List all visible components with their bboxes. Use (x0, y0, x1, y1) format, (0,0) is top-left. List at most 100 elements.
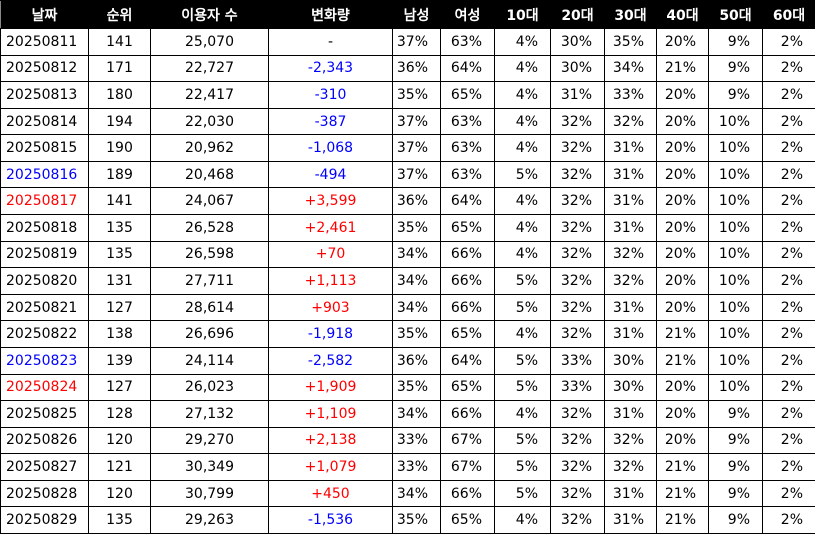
table-cell: 5% (494, 160, 551, 189)
table-cell: 24,067 (150, 187, 269, 216)
table-cell: 20% (656, 107, 709, 136)
table-cell: 2% (762, 479, 815, 508)
header-cell: 10대 (494, 0, 551, 29)
table-cell: 35% (392, 320, 441, 348)
table-cell: 34% (392, 479, 441, 508)
table-cell: 120 (88, 426, 151, 455)
table-cell: 5% (494, 267, 551, 295)
table-cell: 5% (494, 479, 551, 508)
table-cell: 28,614 (150, 293, 269, 322)
table-cell: 10% (708, 373, 763, 402)
table-cell: 10% (708, 160, 763, 189)
table-cell: 4% (494, 107, 551, 136)
table-cell: 20250815 (0, 134, 89, 162)
table-cell: 31% (604, 134, 657, 162)
header-cell: 여성 (440, 0, 495, 29)
table-cell: 21% (656, 54, 709, 83)
table-cell: 9% (708, 81, 763, 109)
table-cell: 20250820 (0, 267, 89, 295)
table-cell: 32% (550, 160, 605, 189)
table-cell: 5% (494, 426, 551, 455)
table-cell: 32% (604, 240, 657, 269)
header-cell: 50대 (708, 0, 763, 29)
table-cell: 21% (656, 453, 709, 481)
table-cell: 20250812 (0, 54, 89, 83)
header-cell: 40대 (656, 0, 709, 29)
table-cell: 2% (762, 240, 815, 269)
table-cell: 32% (604, 453, 657, 481)
table-cell: 194 (88, 107, 151, 136)
table-cell: 26,696 (150, 320, 269, 348)
table-cell: 64% (440, 54, 495, 83)
table-cell: 32% (550, 134, 605, 162)
table-cell: 66% (440, 267, 495, 295)
table-cell: 121 (88, 453, 151, 481)
table-cell: 32% (550, 107, 605, 136)
table-cell: 20250816 (0, 160, 89, 189)
table-cell: 2% (762, 187, 815, 216)
table-cell: 139 (88, 346, 151, 375)
table-cell: 20250818 (0, 214, 89, 242)
table-row: 20250819 135 26,598 +70 34% 66% 4% 32% 32% 20% 10%… (0, 240, 815, 269)
table-cell: 35% (392, 373, 441, 402)
table-cell: 20% (656, 426, 709, 455)
table-cell: 26,598 (150, 240, 269, 269)
table-cell: 37% (392, 107, 441, 136)
header-row: 날짜 순위 이용자 수 변화량 남성 여성 10대 20대 30대 40대 50대 60대 (0, 0, 815, 29)
header-cell: 60대 (762, 0, 815, 29)
table-cell: 21% (656, 346, 709, 375)
table-cell: 4% (494, 134, 551, 162)
table-cell: 2% (762, 107, 815, 136)
table-cell: 34% (392, 240, 441, 269)
table-cell: 20250825 (0, 400, 89, 428)
table-cell: 138 (88, 320, 151, 348)
table-row: 20250812 171 22,727 -2,343 36% 64% 4% 30% 34% 21%… (0, 54, 815, 83)
table-cell: 32% (550, 293, 605, 322)
table-cell: 31% (604, 187, 657, 216)
table-cell: 5% (494, 373, 551, 402)
table-cell: 135 (88, 506, 151, 534)
table-cell: 20,468 (150, 160, 269, 189)
table-cell: 20% (656, 134, 709, 162)
table-row: 20250826 120 29,270 +2,138 33% 67% 5% 32% 32% 20%… (0, 426, 815, 455)
table-cell: 31% (604, 160, 657, 189)
table-cell: 31% (604, 506, 657, 534)
table-cell: 20250823 (0, 346, 89, 375)
table-cell: 2% (762, 28, 815, 56)
table-cell: 65% (440, 506, 495, 534)
table-cell: 32% (550, 400, 605, 428)
table-cell: 30% (550, 54, 605, 83)
table-cell: 5% (494, 453, 551, 481)
table-cell: 4% (494, 240, 551, 269)
table-cell: 33% (550, 346, 605, 375)
table-cell: 27,132 (150, 400, 269, 428)
table-cell: +1,079 (268, 453, 393, 481)
table-row: 20250824 127 26,023 +1,909 35% 65% 5% 33% 30% 20%… (0, 373, 815, 402)
table-row: 20250825 128 27,132 +1,109 34% 66% 4% 32% 31% 20%… (0, 400, 815, 428)
table-cell: -494 (268, 160, 393, 189)
table-cell: 65% (440, 81, 495, 109)
table-cell: 10% (708, 267, 763, 295)
table-cell: 33% (604, 81, 657, 109)
table-cell: 36% (392, 54, 441, 83)
table-cell: 66% (440, 293, 495, 322)
table-cell: 4% (494, 400, 551, 428)
table-cell: 32% (604, 267, 657, 295)
table-cell: 66% (440, 240, 495, 269)
table-cell: 32% (550, 426, 605, 455)
table-cell: 67% (440, 426, 495, 455)
table-cell: 2% (762, 373, 815, 402)
table-cell: 2% (762, 160, 815, 189)
table-cell: 10% (708, 214, 763, 242)
table-cell: -1,918 (268, 320, 393, 348)
table-cell: 20% (656, 187, 709, 216)
table-cell: 4% (494, 81, 551, 109)
table-cell: 33% (392, 453, 441, 481)
table-cell: 66% (440, 479, 495, 508)
table-cell: +2,461 (268, 214, 393, 242)
table-cell: 33% (550, 373, 605, 402)
table-cell: 4% (494, 320, 551, 348)
table-cell: 127 (88, 373, 151, 402)
table-cell: 20250813 (0, 81, 89, 109)
